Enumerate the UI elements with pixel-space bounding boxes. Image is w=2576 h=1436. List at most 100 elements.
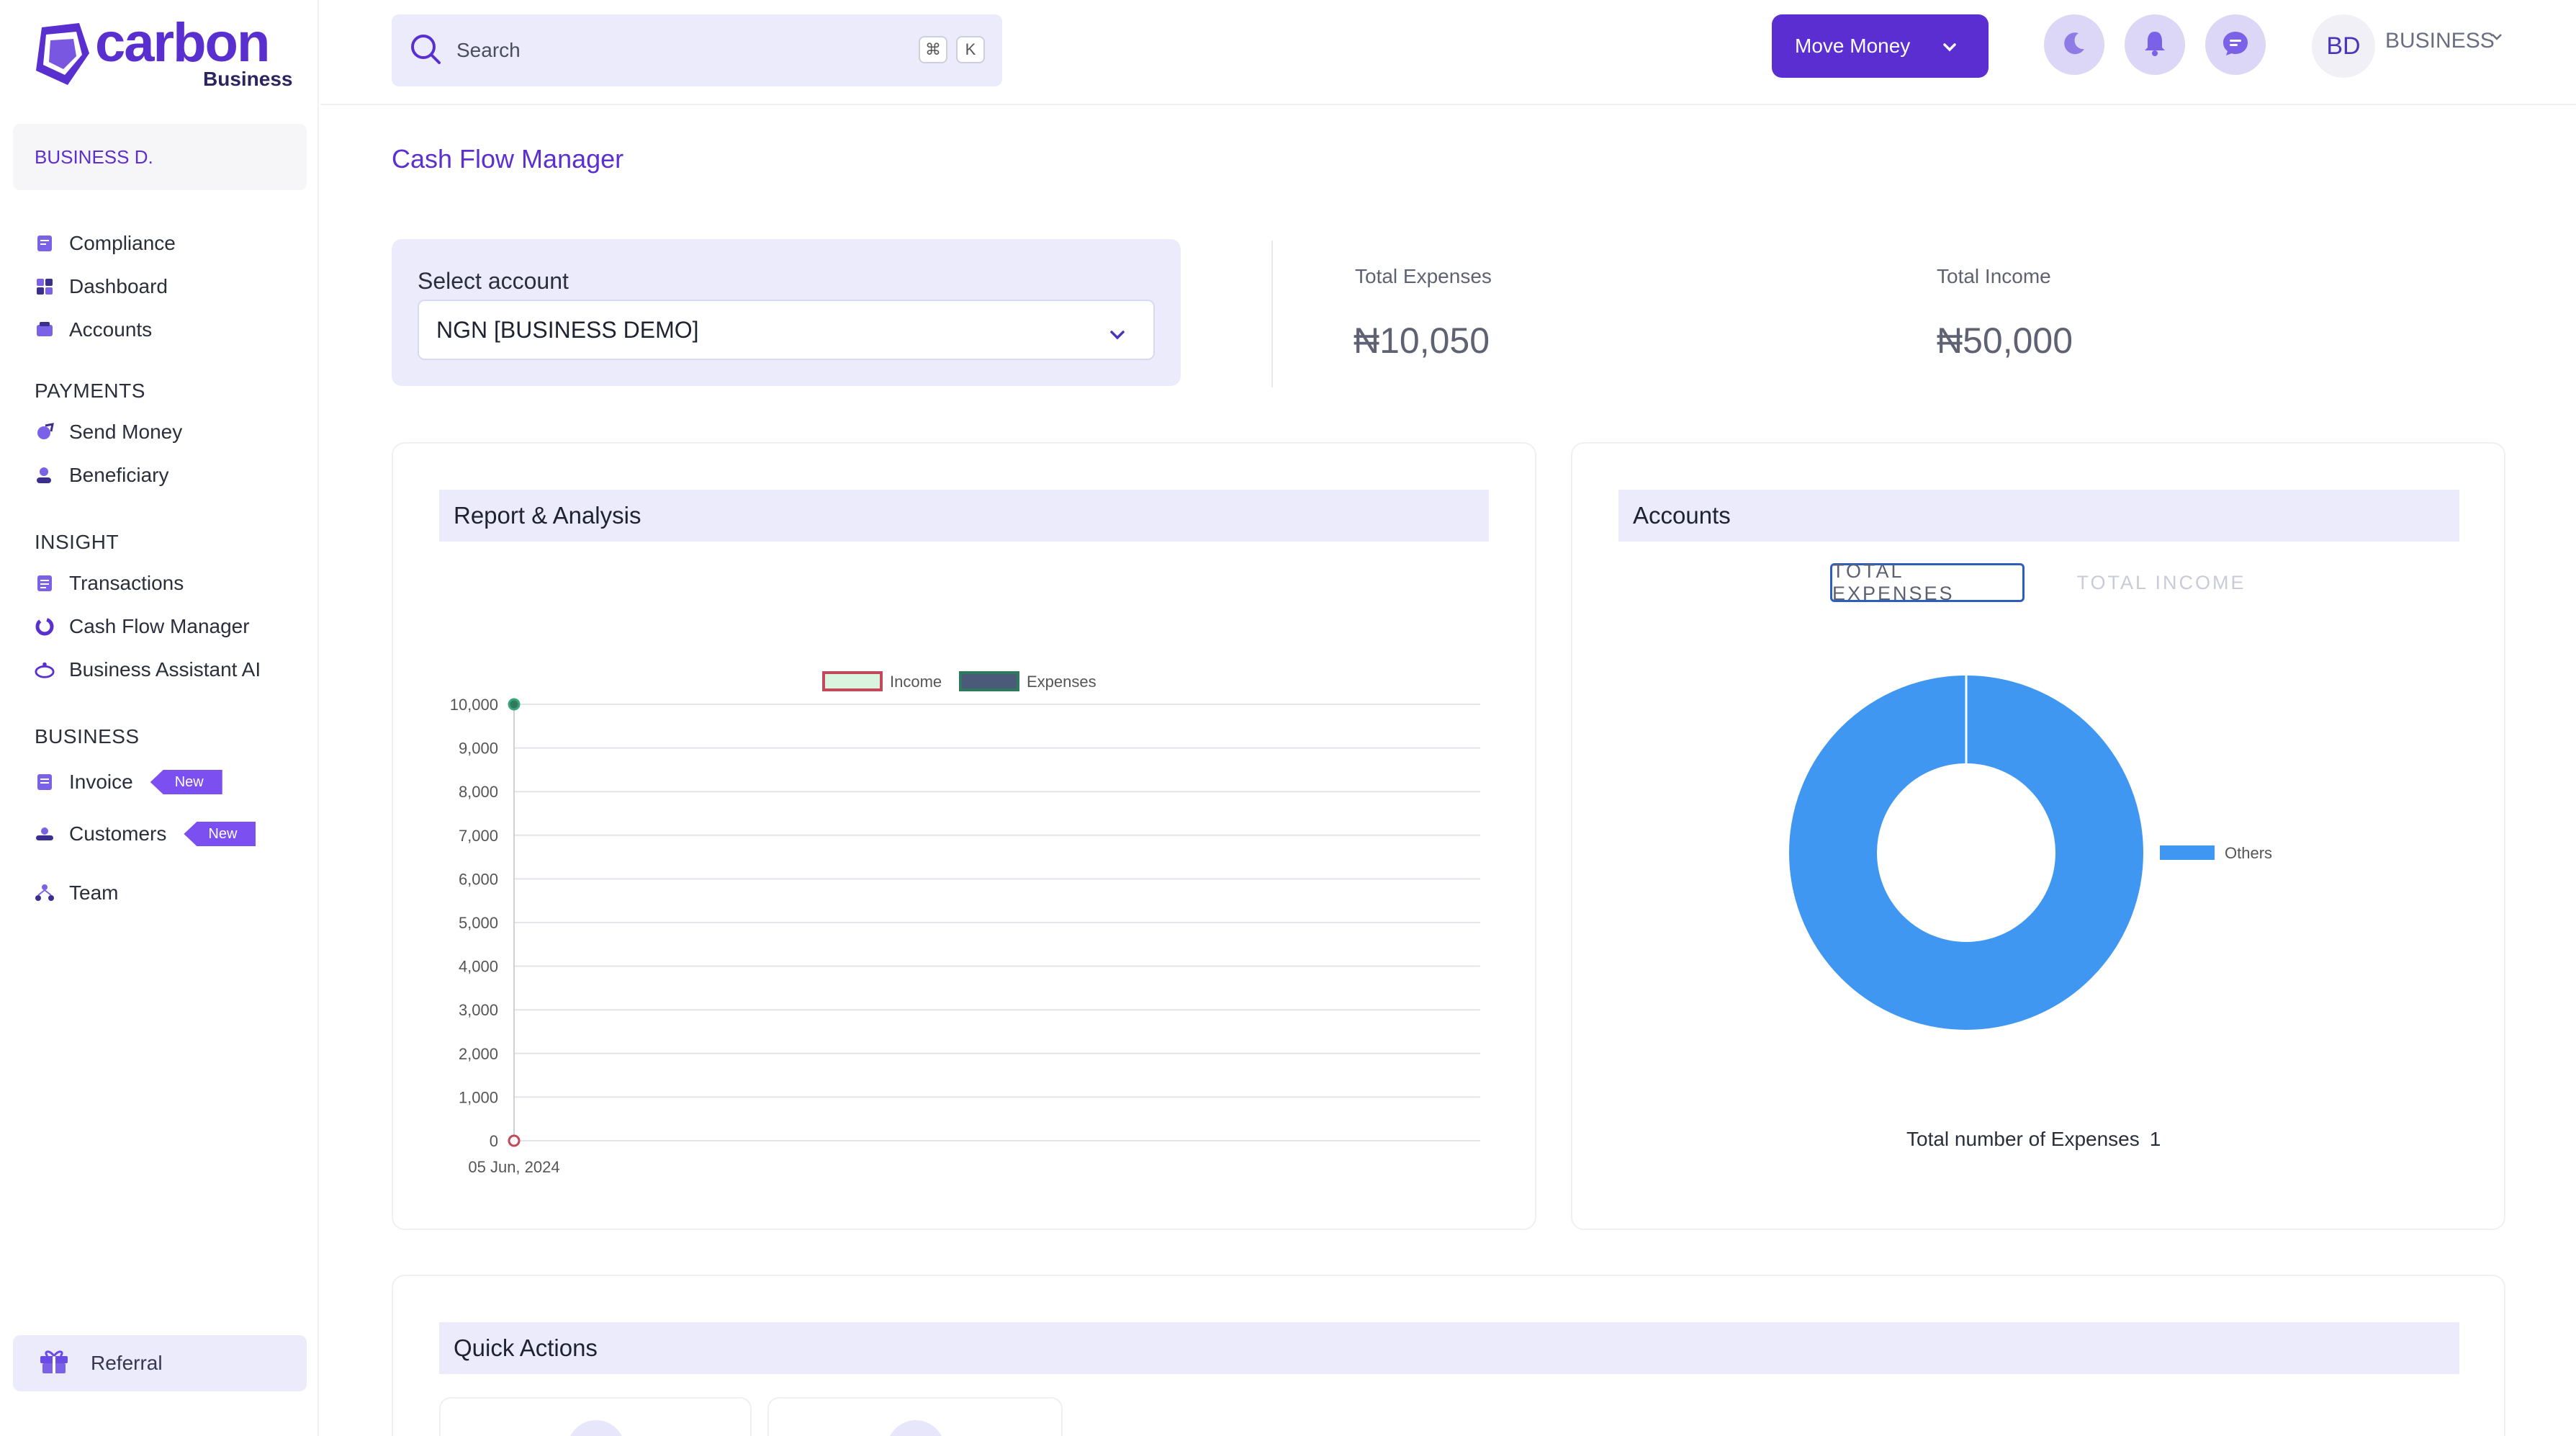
beneficiary-icon [35, 465, 55, 485]
new-badge: New [150, 770, 222, 794]
sidebar-item-label: Beneficiary [69, 464, 169, 486]
referral-button[interactable]: Referral [13, 1335, 307, 1391]
legend-label: Others [2225, 844, 2272, 862]
report-card-title: Report & Analysis [439, 490, 1489, 542]
chevron-down-icon [1942, 35, 1958, 58]
sidebar-item-label: Send Money [69, 421, 183, 443]
y-tick-label: 3,000 [459, 1001, 498, 1019]
sidebar-item-label: Invoice [69, 771, 133, 793]
messages-button[interactable] [2205, 14, 2266, 75]
sidebar-item-label: Customers [69, 822, 167, 845]
total-expenses-label: Total Expenses [1355, 265, 1492, 287]
transactions-icon [35, 573, 55, 593]
avatar[interactable]: BD [2312, 14, 2375, 78]
brand-name: carbon [95, 12, 270, 73]
sidebar-item-transactions[interactable]: Transactions [35, 569, 184, 598]
sidebar-item-label: Cash Flow Manager [69, 615, 250, 637]
shortcut-hint: ⌘ K [919, 36, 985, 63]
total-expenses-value: ₦10,050 [1354, 320, 1490, 361]
notifications-button[interactable] [2125, 14, 2185, 75]
section-business: BUSINESS [35, 725, 140, 748]
theme-toggle-button[interactable] [2044, 14, 2104, 75]
expenses-count: Total number of Expenses 1 [1906, 1128, 2161, 1151]
cash-flow-icon [35, 616, 55, 637]
gift-icon [39, 1347, 69, 1380]
cmd-key: ⌘ [919, 36, 947, 63]
data-point-expenses [508, 698, 521, 711]
top-bar: ⌘ K Move Money BD B [320, 0, 2576, 105]
quick-action-item[interactable] [767, 1397, 1063, 1436]
divider [1271, 241, 1273, 387]
customers-icon [35, 824, 55, 844]
sidebar-item-dashboard[interactable]: Dashboard [35, 272, 168, 301]
legend-label: Income [890, 673, 942, 691]
accounts-card-title: Accounts [1618, 490, 2459, 542]
moon-icon [2060, 29, 2089, 61]
brand-logo[interactable]: carbon Business [32, 16, 293, 91]
legend-swatch [822, 671, 883, 691]
business-name: BUSINESS D. [35, 145, 153, 168]
y-tick-label: 8,000 [459, 783, 498, 801]
k-key: K [956, 36, 985, 63]
sidebar-item-send-money[interactable]: Send Money [35, 418, 182, 446]
new-badge: New [184, 822, 256, 846]
sidebar-item-business-assistant-ai[interactable]: Business Assistant AI [35, 655, 261, 684]
cash-flow-line-chart: 10,000 9,000 8,000 7,000 6,000 5,000 4,000 3,00… [450, 671, 1480, 1176]
sidebar: carbon Business BUSINESS D. Compliance D… [0, 0, 319, 1436]
total-income-label: Total Income [1937, 265, 2051, 287]
quick-actions-title: Quick Actions [439, 1322, 2459, 1374]
move-money-label: Move Money [1795, 35, 1911, 57]
section-insight: INSIGHT [35, 531, 120, 553]
sidebar-item-cash-flow-manager[interactable]: Cash Flow Manager [35, 612, 250, 641]
x-tick-label: 05 Jun, 2024 [468, 1158, 559, 1176]
assistant-ai-icon [35, 660, 55, 680]
y-tick-label: 4,000 [459, 958, 498, 976]
tab-total-income[interactable]: TOTAL INCOME [2076, 571, 2246, 593]
y-tick-label: 0 [490, 1132, 498, 1150]
tab-total-expenses[interactable]: TOTAL EXPENSES [1830, 560, 2025, 604]
quick-actions-card: Quick Actions [392, 1275, 2505, 1436]
sidebar-item-team[interactable]: Team [35, 879, 118, 907]
y-tick-label: 10,000 [450, 696, 498, 714]
sidebar-item-label: Accounts [69, 318, 153, 341]
y-tick-label: 6,000 [459, 870, 498, 888]
sidebar-item-label: Team [69, 881, 119, 904]
quick-action-icon [567, 1420, 625, 1436]
avatar-initials: BD [2326, 32, 2361, 60]
search-input[interactable] [456, 39, 917, 62]
accounts-card: Accounts [1571, 442, 2505, 1230]
sidebar-item-label: Dashboard [69, 275, 168, 297]
sidebar-item-customers[interactable]: Customers New [35, 820, 256, 848]
sidebar-item-compliance[interactable]: Compliance [35, 229, 176, 258]
y-tick-label: 7,000 [459, 827, 498, 845]
chevron-down-icon [1107, 321, 1127, 348]
move-money-button[interactable]: Move Money [1772, 14, 1989, 78]
y-tick-label: 9,000 [459, 740, 498, 758]
account-name[interactable]: BUSINESS [2385, 29, 2495, 53]
search-bar[interactable]: ⌘ K [392, 14, 1002, 86]
total-income-value: ₦50,000 [1937, 320, 2073, 361]
chat-icon [2221, 29, 2250, 61]
data-point-income [508, 1134, 521, 1147]
account-select-card: Select account NGN [BUSINESS DEMO] [392, 239, 1181, 386]
select-account-label: Select account [418, 268, 569, 294]
bell-icon [2142, 29, 2168, 61]
compliance-icon [35, 233, 55, 253]
account-select[interactable]: NGN [BUSINESS DEMO] [418, 300, 1155, 360]
page-title: Cash Flow Manager [392, 144, 624, 174]
legend-swatch [2160, 845, 2215, 860]
account-chevron-down-icon[interactable] [2490, 32, 2503, 45]
expenses-count-value: 1 [2149, 1128, 2161, 1150]
brand-sub: Business [203, 68, 293, 90]
sidebar-item-label: Transactions [69, 572, 184, 594]
business-switcher[interactable]: BUSINESS D. [13, 124, 307, 190]
sidebar-item-beneficiary[interactable]: Beneficiary [35, 461, 169, 490]
invoice-icon [35, 772, 55, 792]
referral-label: Referral [91, 1352, 163, 1374]
quick-action-item[interactable] [439, 1397, 752, 1436]
expenses-count-label: Total number of Expenses [1906, 1128, 2140, 1150]
account-select-value: NGN [BUSINESS DEMO] [436, 316, 699, 343]
sidebar-item-accounts[interactable]: Accounts [35, 315, 152, 344]
y-tick-label: 5,000 [459, 914, 498, 932]
sidebar-item-invoice[interactable]: Invoice New [35, 768, 222, 796]
